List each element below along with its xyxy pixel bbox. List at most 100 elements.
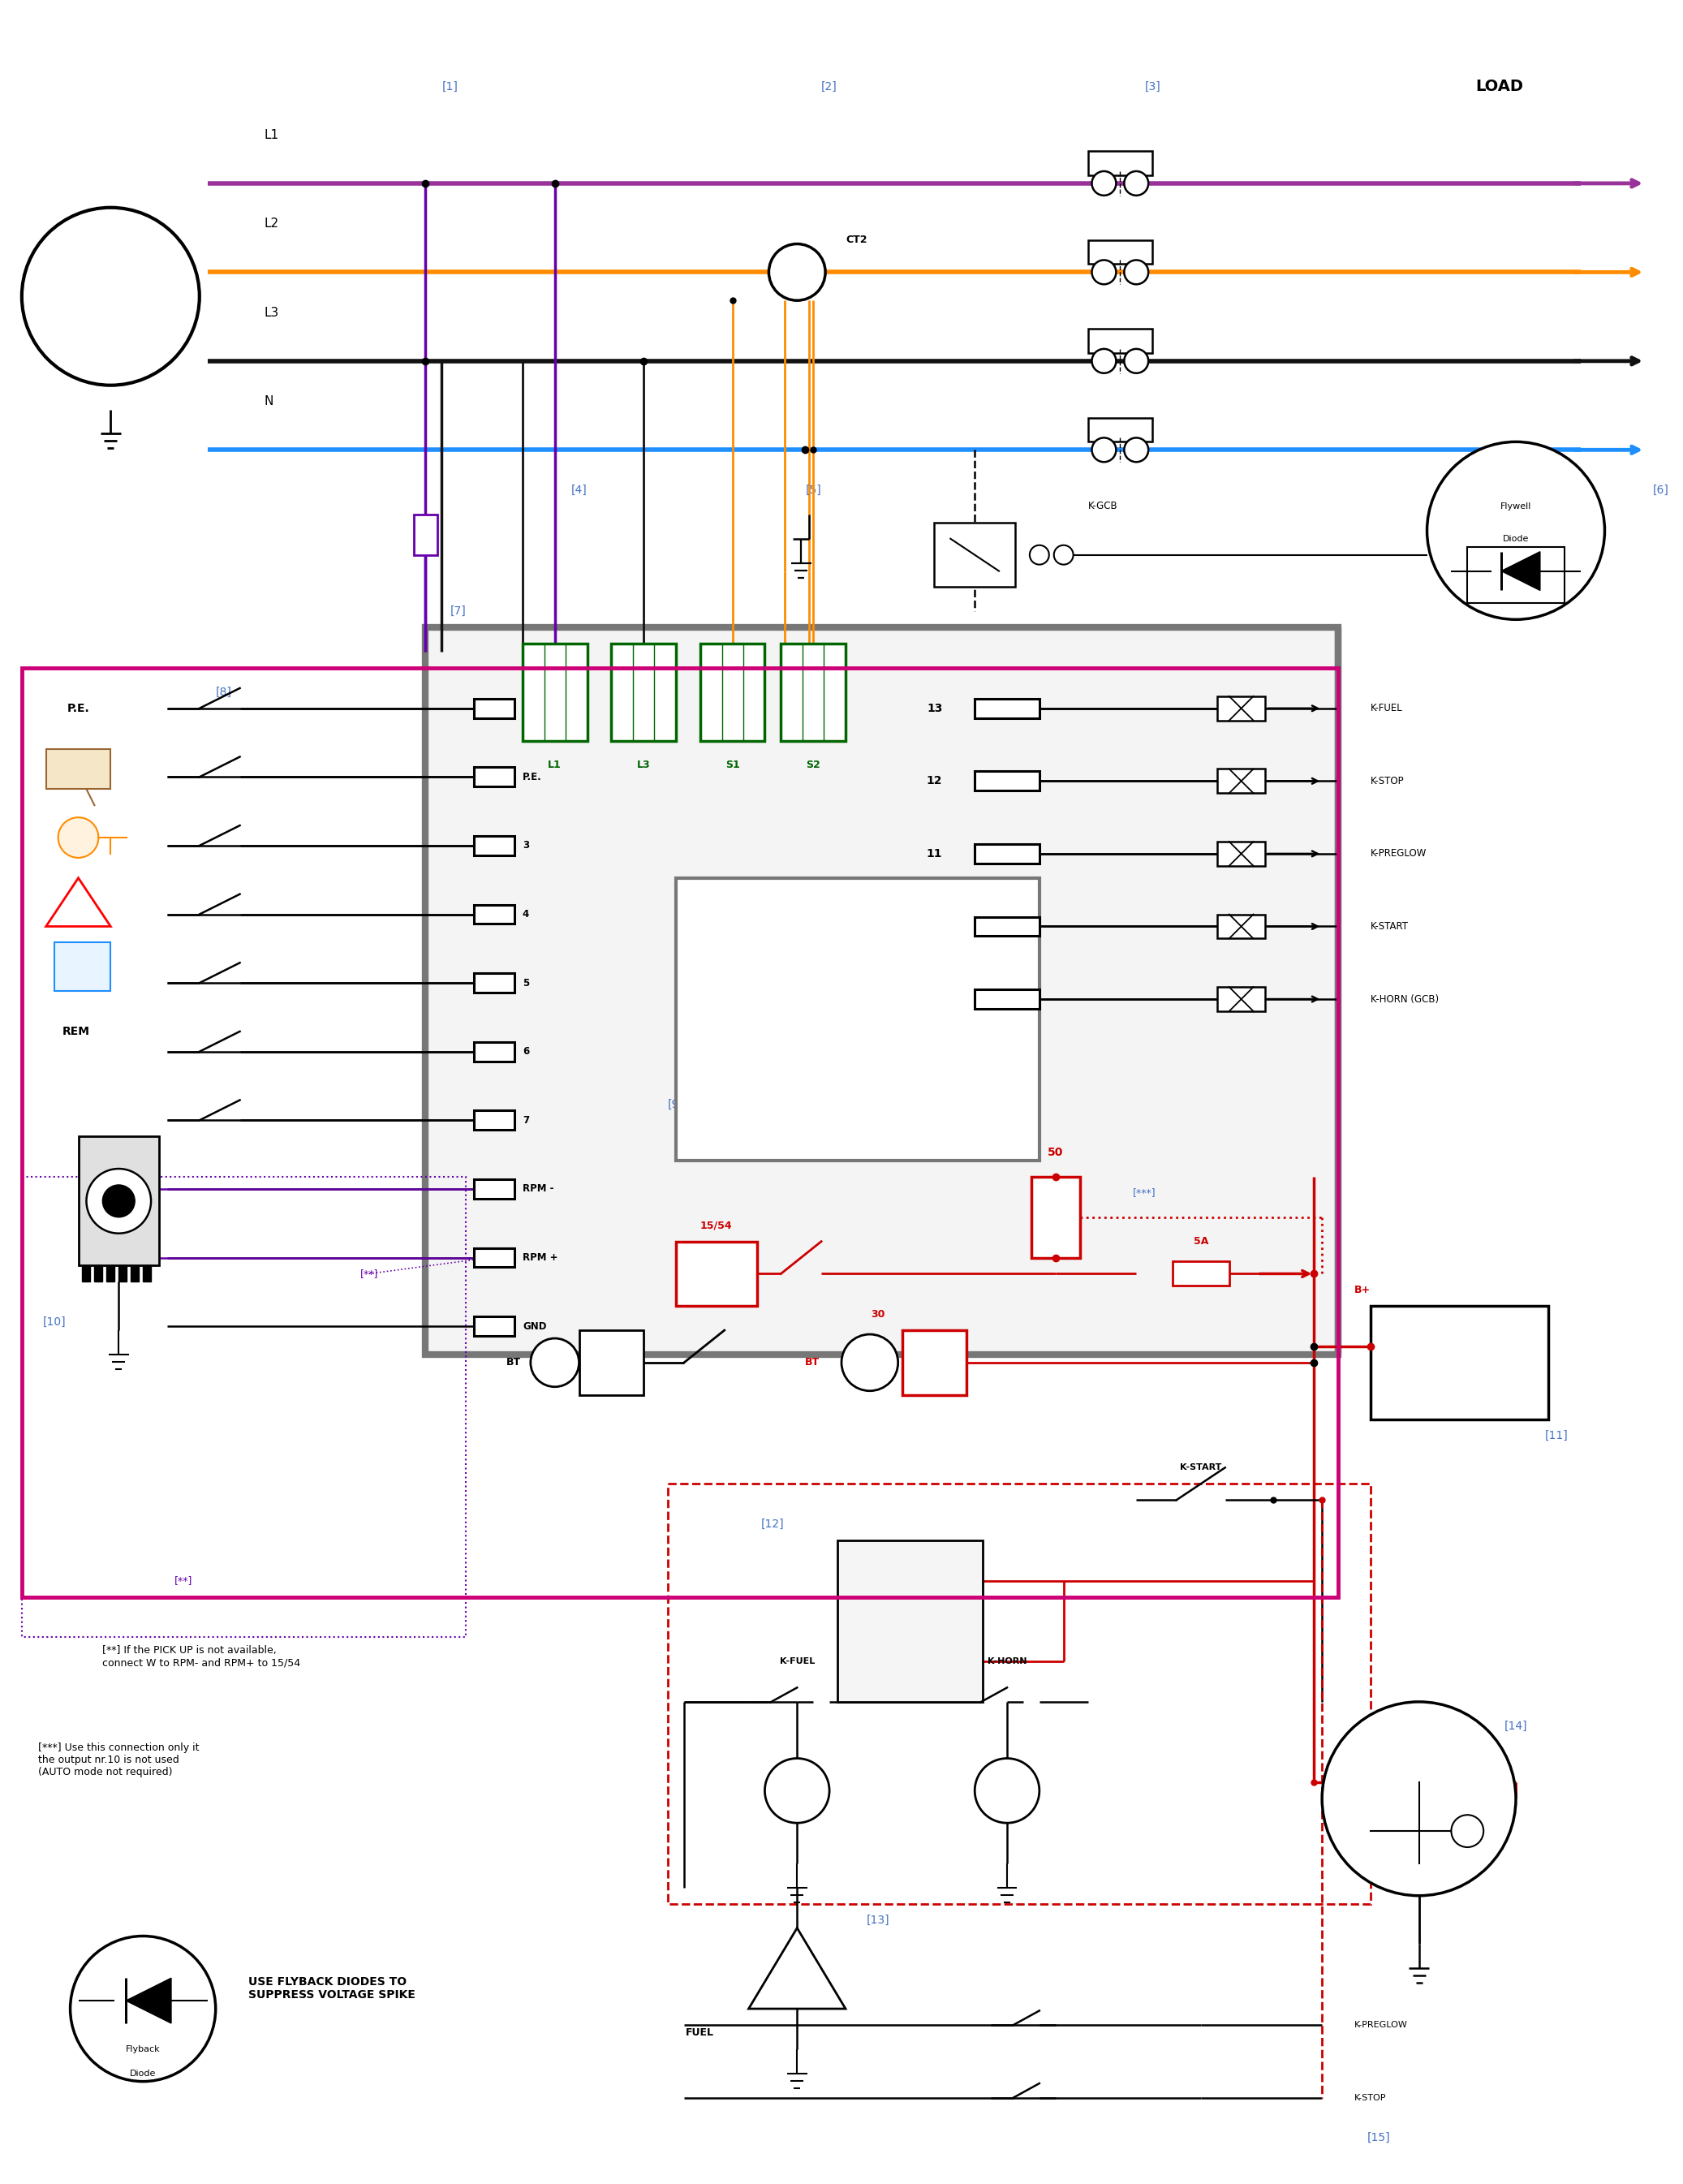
Text: L1: L1: [264, 129, 279, 142]
Bar: [677, 878, 1040, 1160]
Text: [**]: [**]: [360, 1269, 379, 1280]
Bar: [700, 644, 764, 740]
Text: [***]: [***]: [1133, 1188, 1156, 1199]
Bar: [1217, 769, 1266, 793]
Bar: [106, 1267, 114, 1282]
Bar: [45, 749, 111, 788]
Circle shape: [1124, 437, 1148, 463]
Bar: [974, 989, 1040, 1009]
Text: 30: 30: [870, 1308, 885, 1319]
Text: [***] Use this connection only it
the output nr.10 is not used
(AUTO mode not re: [***] Use this connection only it the ou…: [39, 1743, 199, 1778]
Bar: [974, 699, 1040, 719]
Text: 3: 3: [522, 841, 528, 852]
Bar: [1217, 697, 1266, 721]
Bar: [1217, 915, 1266, 939]
Bar: [1370, 1306, 1548, 1420]
Text: [15]: [15]: [1367, 2132, 1390, 2145]
Text: [11]: [11]: [1545, 1431, 1569, 1441]
Text: K-HORN: K-HORN: [988, 1658, 1027, 1666]
Text: +: +: [865, 1356, 875, 1369]
Bar: [974, 771, 1040, 791]
Text: Diode: Diode: [130, 2068, 157, 2077]
Bar: [82, 1267, 91, 1282]
Text: K-GCB: K-GCB: [1087, 500, 1118, 511]
Bar: [1173, 1262, 1229, 1286]
Bar: [475, 836, 515, 856]
Circle shape: [1323, 1701, 1516, 1896]
Text: K-HORN (GCB): K-HORN (GCB): [1370, 994, 1439, 1005]
Text: 1: 1: [522, 703, 528, 714]
Text: +: +: [922, 1350, 931, 1361]
Text: L3: L3: [636, 760, 650, 771]
Text: Flyback: Flyback: [126, 2044, 160, 2053]
Bar: [1217, 841, 1266, 865]
Bar: [143, 1267, 151, 1282]
Circle shape: [1124, 170, 1148, 194]
Polygon shape: [1501, 553, 1540, 590]
Text: −: −: [710, 1267, 724, 1282]
Bar: [475, 1317, 515, 1337]
Bar: [475, 1179, 515, 1199]
Bar: [475, 767, 515, 786]
Text: K-FUEL: K-FUEL: [1370, 703, 1402, 714]
Text: [**] If the PICK UP is not available,
connect W to RPM- and RPM+ to 15/54: [**] If the PICK UP is not available, co…: [103, 1645, 301, 1669]
Bar: [119, 1267, 126, 1282]
Text: K-FUEL: K-FUEL: [779, 1658, 815, 1666]
Text: 10: 10: [927, 922, 942, 933]
Circle shape: [59, 817, 99, 858]
Bar: [79, 1136, 160, 1267]
Bar: [974, 917, 1040, 937]
Text: [10]: [10]: [42, 1317, 66, 1328]
Text: LOAD: LOAD: [1476, 79, 1523, 94]
Bar: [475, 1247, 515, 1267]
Circle shape: [22, 207, 200, 384]
Text: [2]: [2]: [821, 81, 838, 92]
Text: −: −: [793, 1784, 801, 1797]
Text: CT2: CT2: [845, 234, 867, 245]
Bar: [131, 1267, 140, 1282]
Text: K-STOP: K-STOP: [1355, 2094, 1387, 2101]
Text: 5A: 5A: [1193, 1236, 1208, 1247]
Polygon shape: [126, 1979, 172, 2022]
Bar: [838, 1540, 983, 1701]
Text: K-PREGLOW: K-PREGLOW: [1370, 847, 1427, 858]
Text: M: M: [1412, 1776, 1426, 1789]
Circle shape: [769, 245, 825, 301]
Text: [5]: [5]: [804, 485, 821, 496]
Bar: [1087, 151, 1153, 175]
Text: 12: 12: [927, 775, 942, 786]
Bar: [94, 1267, 103, 1282]
Circle shape: [1030, 546, 1049, 566]
Circle shape: [1092, 170, 1116, 194]
Bar: [1468, 546, 1564, 603]
Text: BT: BT: [804, 1356, 820, 1367]
Bar: [611, 644, 677, 740]
Bar: [475, 904, 515, 924]
Text: 7: 7: [522, 1116, 528, 1125]
Bar: [781, 644, 845, 740]
Bar: [522, 644, 587, 740]
Text: L2: L2: [264, 218, 279, 229]
Text: 50: 50: [1047, 1147, 1064, 1158]
Bar: [475, 699, 515, 719]
Bar: [902, 1330, 966, 1396]
Text: RPM +: RPM +: [522, 1251, 557, 1262]
Text: K-PREGLOW: K-PREGLOW: [1355, 2020, 1407, 2029]
Circle shape: [103, 1186, 135, 1216]
Text: Flywell: Flywell: [1500, 502, 1532, 511]
Bar: [1087, 330, 1153, 354]
Bar: [1087, 240, 1153, 264]
Text: 6: 6: [522, 1046, 528, 1057]
Text: −: −: [604, 1354, 618, 1369]
Bar: [22, 1177, 466, 1638]
Text: REM: REM: [62, 1026, 89, 1037]
Text: K-STOP: K-STOP: [1370, 775, 1404, 786]
Bar: [1217, 987, 1266, 1011]
Text: 2: 2: [934, 994, 942, 1005]
Text: [4]: [4]: [571, 485, 587, 496]
Circle shape: [86, 1168, 151, 1234]
Text: 5: 5: [522, 978, 528, 987]
Bar: [677, 1241, 757, 1306]
Text: GND: GND: [522, 1321, 547, 1332]
Text: S2: S2: [806, 760, 820, 771]
